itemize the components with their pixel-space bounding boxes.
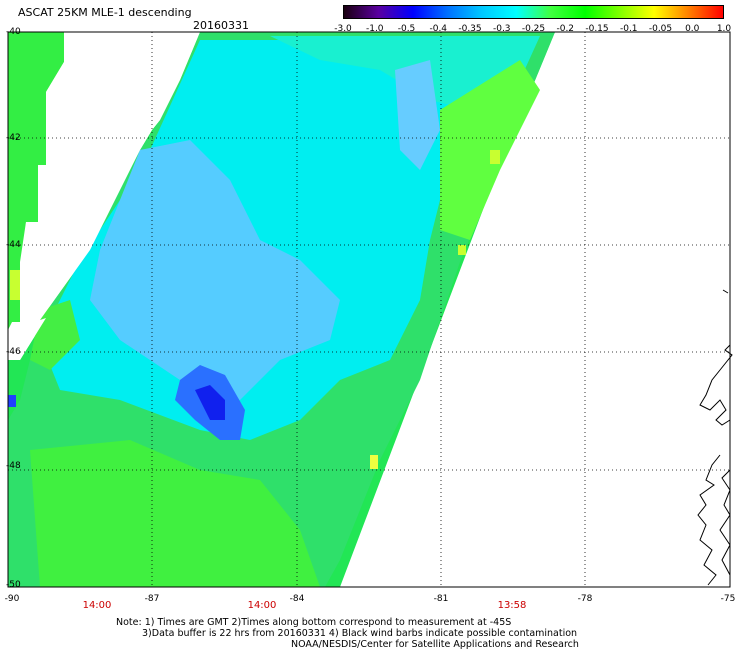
lon-label-87: -87 [144,594,160,604]
time-label-2: 14:00 [247,600,277,611]
color-scale-tick: 0.0 [685,24,700,34]
color-scale-tick: 1.0 [716,24,732,34]
lon-label-75: -75 [720,594,736,604]
lat-label-44: -44 [6,240,21,250]
yellow-spot-2 [370,455,378,469]
left-swath-remnant [8,32,64,330]
color-scale-tick: -0.35 [458,24,482,34]
lat-label-48: -48 [6,461,21,471]
yellow-spot-1 [490,150,500,164]
light-blue-streak [395,60,440,170]
green-patch-south [30,440,320,587]
color-scale-ticks: -3.0 -1.0 -0.5 -0.4 -0.35 -0.3 -0.25 -0.2 -0.15-… [330,24,732,36]
lat-label-46: -46 [6,347,21,357]
color-scale-tick: -0.2 [556,24,575,34]
footnote-line-1: Note: 1) Times are GMT 2)Times along bot… [116,617,512,628]
light-blue-region [90,140,340,400]
yellow-spot-4 [10,270,20,300]
color-scale-tick: -0.05 [648,24,673,34]
footnote-line-3: NOAA/NESDIS/Center for Satellite Applica… [291,639,579,650]
product-title: ASCAT 25KM MLE-1 descending [18,6,192,19]
color-scale-tick: -1.0 [365,24,384,34]
lon-label-78: -78 [577,594,593,604]
coastline [697,289,733,586]
swath-map [7,31,733,588]
blue-edge-pixel [8,395,16,407]
color-scale-tick: -0.3 [492,24,511,34]
time-label-3: 13:58 [497,600,527,611]
color-scale-tick: -0.5 [397,24,416,34]
time-label-1: 14:00 [82,600,112,611]
lat-label-40: -40 [6,27,21,37]
lat-label-50: -50 [6,580,21,590]
lon-label-81: -81 [433,594,449,604]
lon-label-90: -90 [4,594,20,604]
product-date: 20160331 [193,19,249,32]
color-scale-tick: -0.15 [585,24,609,34]
map-frame [7,31,731,588]
color-scale-bar [343,5,724,19]
lon-label-84: -84 [289,594,305,604]
color-scale-tick: -0.4 [429,24,448,34]
darkest-blue-core [195,385,225,420]
lat-label-42: -42 [6,133,21,143]
green-patch-west [30,300,80,370]
footnote-line-2: 3)Data buffer is 22 hrs from 20160331 4)… [142,628,578,639]
data-gap-left [20,32,200,360]
yellow-spot-3 [458,245,466,255]
color-scale-tick: -0.1 [619,24,638,34]
map-grid [8,32,730,587]
color-scale-tick: -3.0 [334,24,352,34]
color-scale-tick: -0.25 [521,24,546,34]
